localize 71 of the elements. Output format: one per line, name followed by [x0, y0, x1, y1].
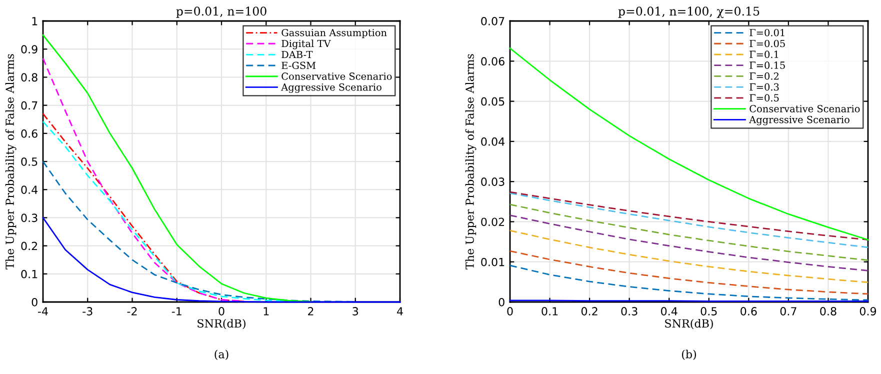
x-tick-label: -1	[172, 307, 182, 316]
legend-label: Aggressive Scenario	[749, 116, 850, 126]
legend-label: Conservative Scenario	[750, 105, 860, 112]
y-tick-label: 0.06	[481, 57, 504, 66]
x-tick-label: 3	[352, 307, 358, 316]
line-series	[509, 48, 869, 240]
x-tick-label: 0.9	[860, 307, 876, 316]
y-tick-label: 0.01	[481, 258, 504, 266]
line-series	[509, 230, 869, 284]
y-tick-label: 0.07	[481, 16, 504, 26]
text: (a)	[214, 350, 228, 360]
x-tick-label: 0	[507, 307, 513, 316]
y-tick-label: 0	[498, 298, 504, 306]
y-tick-label: 0.03	[481, 178, 504, 186]
legend-label: E-GSM	[282, 62, 316, 70]
line-series	[42, 113, 245, 302]
x-tick-label: 2	[308, 307, 314, 316]
y-tick-label: 0.2	[21, 242, 38, 250]
x-tick-label: -3	[82, 307, 92, 316]
line-series	[509, 192, 869, 248]
y-axis-title: The Upper Probability of False Alarms	[465, 54, 476, 270]
y-tick-label: 0.9	[21, 45, 38, 54]
legend-label: Γ=0.15	[750, 62, 785, 69]
line-series	[509, 191, 869, 240]
x-tick-label: 0.1	[542, 307, 558, 316]
x-tick-label: -2	[127, 307, 137, 316]
chart-title: p=0.01, n=100	[176, 6, 266, 18]
y-tick-label: 0.7	[21, 101, 38, 110]
x-axis-title: SNR(dB)	[665, 319, 713, 330]
y-tick-label: 0.1	[21, 270, 38, 278]
legend-label: Γ=0.05	[750, 40, 785, 48]
legend-label: Digital TV	[282, 40, 331, 50]
x-tick-label: 0.5	[700, 307, 717, 316]
x-tick-label: 0.6	[740, 307, 757, 316]
x-tick-label: 4	[397, 307, 403, 316]
y-tick-label: 0.02	[481, 218, 504, 226]
legend-label: Γ=0.2	[750, 72, 779, 80]
y-tick-label: 0	[32, 298, 38, 306]
y-axis-title: The Upper Probability of False Alarms	[5, 54, 16, 270]
x-tick-label: 0.4	[661, 307, 678, 316]
y-tick-label: 0.05	[481, 97, 504, 106]
x-axis-title: SNR(dB)	[198, 319, 246, 330]
y-tick-label: 0.4	[21, 186, 38, 194]
x-tick-label: 0	[218, 307, 224, 316]
legend-label: DAB-T	[282, 50, 313, 58]
x-tick-label: 0.8	[820, 307, 836, 316]
x-tick-label: 0.2	[581, 307, 598, 316]
text: (b)	[682, 350, 696, 360]
y-tick-label: 0.04	[481, 137, 505, 146]
x-tick-label: -4	[38, 307, 48, 316]
x-tick-label: 0.7	[780, 307, 796, 316]
legend-label: Γ=0.5	[750, 94, 779, 102]
line-series	[509, 214, 869, 272]
y-tick-label: 0.5	[21, 157, 38, 166]
y-tick-label: 0.8	[21, 73, 38, 82]
y-tick-label: 0.6	[21, 129, 38, 138]
line-series	[42, 160, 356, 302]
line-series	[509, 250, 869, 295]
line-series	[42, 58, 245, 302]
x-tick-label: 0.3	[621, 307, 638, 316]
legend-label: Conservative Scenario	[282, 72, 392, 80]
chart-title: p=0.01, n=100, χ=0.15	[618, 6, 760, 18]
legend-label: Aggressive Scenario	[281, 83, 382, 93]
y-tick-label: 0.3	[21, 214, 38, 222]
y-tick-label: 1	[32, 17, 38, 26]
legend-label: Γ=0.1	[750, 50, 778, 58]
x-tick-label: 1	[264, 307, 269, 316]
legend-label: Gassuian Assumption	[282, 28, 387, 38]
legend-label: Γ=0.01	[750, 28, 784, 36]
line-series	[509, 204, 869, 261]
legend-label: Γ=0.3	[750, 83, 779, 91]
